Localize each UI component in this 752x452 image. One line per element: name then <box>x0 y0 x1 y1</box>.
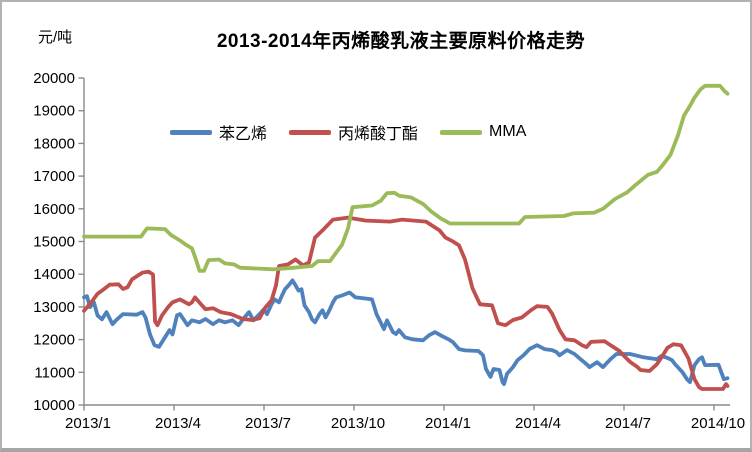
y-axis-unit-label: 元/吨 <box>38 29 73 46</box>
x-tick-label: 2013/7 <box>245 415 291 432</box>
x-tick-label: 2014/4 <box>515 415 561 432</box>
y-tick-label: 14000 <box>33 266 75 283</box>
legend: 苯乙烯 丙烯酸丁酯 MMA <box>170 120 526 144</box>
series-line-MMA <box>82 83 730 273</box>
x-tick-label: 2014/7 <box>605 415 651 432</box>
y-tick-label: 18000 <box>33 135 75 152</box>
legend-item-mma: MMA <box>440 123 526 141</box>
legend-label-butyl-acrylate: 丙烯酸丁酯 <box>338 126 419 143</box>
x-tick-label: 2013/10 <box>331 415 385 432</box>
legend-swatch-butyl-acrylate <box>289 129 332 135</box>
y-tick-label: 20000 <box>33 70 75 87</box>
chart-title: 2013-2014年丙烯酸乳液主要原料价格走势 <box>216 31 586 52</box>
series-line-丙烯酸丁酯 <box>82 215 730 391</box>
x-tick-label: 2013/4 <box>155 415 201 432</box>
y-tick-label: 13000 <box>33 299 75 316</box>
y-tick-label: 10000 <box>33 397 75 414</box>
legend-swatch-styrene <box>170 129 212 135</box>
legend-label-mma: MMA <box>489 123 527 140</box>
legend-item-styrene: 苯乙烯 <box>170 120 267 144</box>
legend-label-styrene: 苯乙烯 <box>219 126 268 143</box>
x-tick-label: 2014/1 <box>425 415 471 432</box>
x-tick-label: 2014/10 <box>691 415 745 432</box>
x-tick-label: 2013/1 <box>65 415 111 432</box>
legend-swatch-mma <box>440 129 483 135</box>
y-tick-label: 19000 <box>33 103 75 120</box>
y-tick-label: 17000 <box>33 168 75 185</box>
y-tick-label: 11000 <box>34 364 75 381</box>
y-tick-label: 16000 <box>33 201 75 218</box>
series-line-苯乙烯 <box>82 278 730 387</box>
y-tick-label: 12000 <box>33 332 75 349</box>
legend-item-butyl-acrylate: 丙烯酸丁酯 <box>289 120 418 144</box>
y-tick-label: 15000 <box>33 234 75 251</box>
